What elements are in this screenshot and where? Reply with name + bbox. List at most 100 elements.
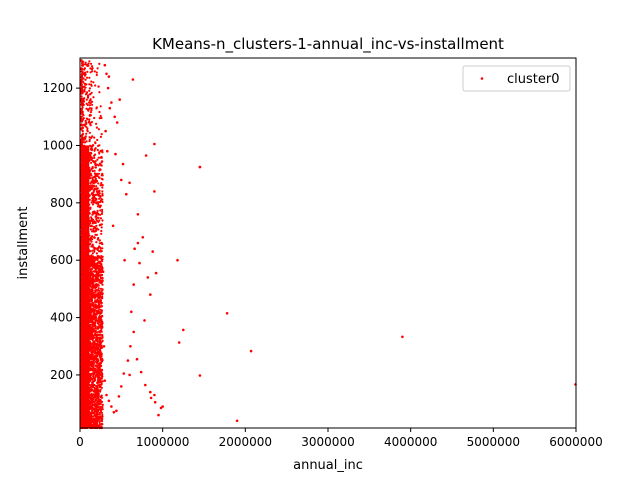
scatter-point: [91, 199, 94, 202]
scatter-point: [100, 386, 103, 389]
scatter-point: [85, 76, 89, 79]
scatter-point: [96, 352, 99, 355]
scatter-point: [100, 309, 103, 312]
scatter-point: [89, 222, 92, 225]
scatter-point: [96, 331, 99, 334]
scatter-point: [100, 352, 103, 355]
scatter-point: [84, 63, 87, 66]
scatter-point: [97, 156, 100, 159]
scatter-point: [94, 326, 97, 330]
scatter-point: [87, 62, 90, 65]
scatter-point: [90, 289, 93, 292]
scatter-point: [100, 226, 103, 229]
scatter-point: [81, 106, 84, 109]
scatter-point: [91, 249, 94, 252]
scatter-point: [92, 371, 95, 374]
scatter-point: [99, 398, 102, 402]
scatter-point: [101, 372, 104, 375]
scatter-point: [99, 325, 102, 328]
scatter-point: [96, 213, 100, 216]
scatter-point: [80, 95, 83, 98]
scatter-point: [91, 170, 94, 173]
scatter-point: [99, 408, 102, 411]
scatter-point: [89, 154, 92, 157]
scatter-point: [89, 378, 92, 381]
scatter-point: [97, 418, 100, 421]
scatter-point: [98, 91, 101, 94]
scatter-point: [94, 84, 97, 87]
scatter-point: [89, 206, 92, 209]
scatter-point: [98, 117, 101, 120]
scatter-point: [100, 276, 103, 279]
scatter-point: [97, 193, 100, 197]
scatter-point: [101, 326, 104, 329]
scatter-point: [95, 421, 98, 424]
scatter-point: [101, 283, 104, 286]
scatter-point: [80, 115, 83, 118]
scatter-point: [93, 116, 96, 120]
scatter-point: [81, 85, 84, 89]
scatter-point: [101, 375, 104, 378]
scatter-point: [94, 142, 97, 145]
scatter-point: [93, 322, 96, 325]
scatter-point: [94, 321, 97, 324]
scatter-point: [98, 375, 101, 378]
scatter-point: [80, 74, 83, 77]
scatter-point: [88, 87, 91, 90]
scatter-point: [98, 281, 101, 284]
scatter-point: [97, 363, 100, 367]
scatter-point: [96, 209, 99, 213]
scatter-point: [88, 140, 91, 143]
scatter-point: [101, 315, 104, 318]
scatter-point: [91, 415, 94, 418]
scatter-point: [90, 267, 93, 271]
scatter-point: [95, 420, 98, 423]
scatter-point: [96, 284, 99, 287]
scatter-point: [95, 185, 98, 188]
scatter-point: [101, 200, 104, 204]
scatter-point: [95, 401, 99, 404]
scatter-point: [80, 103, 83, 106]
scatter-point: [95, 71, 98, 74]
scatter-point: [99, 269, 102, 272]
scatter-point: [88, 107, 92, 110]
scatter-point: [100, 423, 103, 426]
scatter-point: [96, 309, 99, 312]
scatter-point: [83, 136, 86, 139]
scatter-point: [92, 330, 95, 333]
scatter-point: [97, 261, 100, 264]
scatter-point: [89, 184, 92, 187]
scatter-point: [90, 107, 93, 110]
scatter-point: [83, 138, 86, 141]
scatter-point: [92, 191, 95, 194]
scatter-point: [91, 386, 95, 389]
scatter-point: [84, 119, 87, 122]
scatter-point: [93, 248, 96, 252]
scatter-point: [98, 341, 101, 344]
scatter-point: [92, 185, 96, 188]
dense-points-layer: [80, 59, 104, 430]
scatter-point: [91, 405, 94, 409]
scatter-point: [100, 383, 103, 386]
scatter-point: [95, 317, 98, 320]
scatter-point: [88, 238, 92, 241]
scatter-point: [93, 263, 96, 266]
scatter-point: [99, 377, 102, 380]
scatter-point: [94, 309, 97, 312]
scatter-point: [91, 343, 95, 346]
scatter-point: [91, 165, 94, 169]
scatter-point: [97, 322, 100, 325]
scatter-point: [101, 190, 104, 193]
scatter-point: [98, 176, 101, 179]
scatter-point: [97, 267, 100, 270]
scatter-point: [98, 315, 101, 318]
scatter-point: [87, 94, 90, 97]
scatter-point: [90, 91, 93, 94]
scatter-point: [97, 190, 100, 193]
scatter-point: [92, 188, 96, 192]
scatter-point: [91, 323, 94, 326]
scatter-point: [97, 392, 100, 395]
scatter-point: [100, 250, 103, 253]
scatter-point: [82, 114, 85, 117]
scatter-point: [94, 402, 97, 405]
